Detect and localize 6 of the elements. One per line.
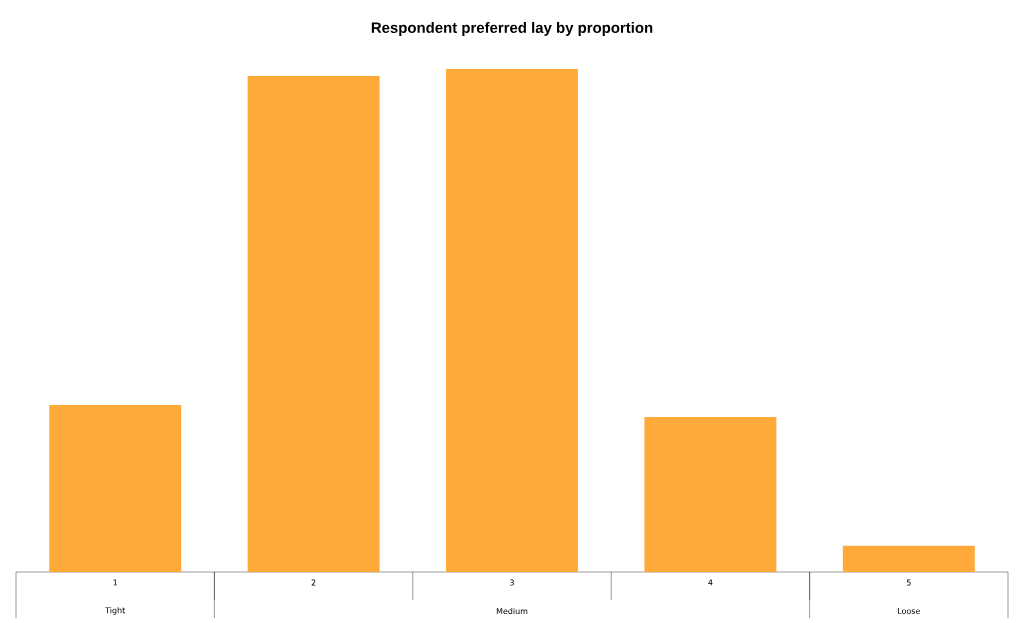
chart-title: Respondent preferred lay by proportion — [371, 22, 653, 36]
bar — [247, 76, 380, 572]
bar — [644, 417, 777, 572]
bar — [49, 405, 182, 572]
bar — [446, 68, 578, 572]
bar — [842, 545, 975, 572]
